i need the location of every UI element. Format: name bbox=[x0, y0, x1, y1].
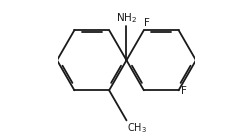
Text: F: F bbox=[144, 18, 150, 28]
Text: F: F bbox=[180, 86, 186, 96]
Text: NH$_2$: NH$_2$ bbox=[115, 11, 137, 24]
Text: CH$_3$: CH$_3$ bbox=[127, 121, 147, 135]
